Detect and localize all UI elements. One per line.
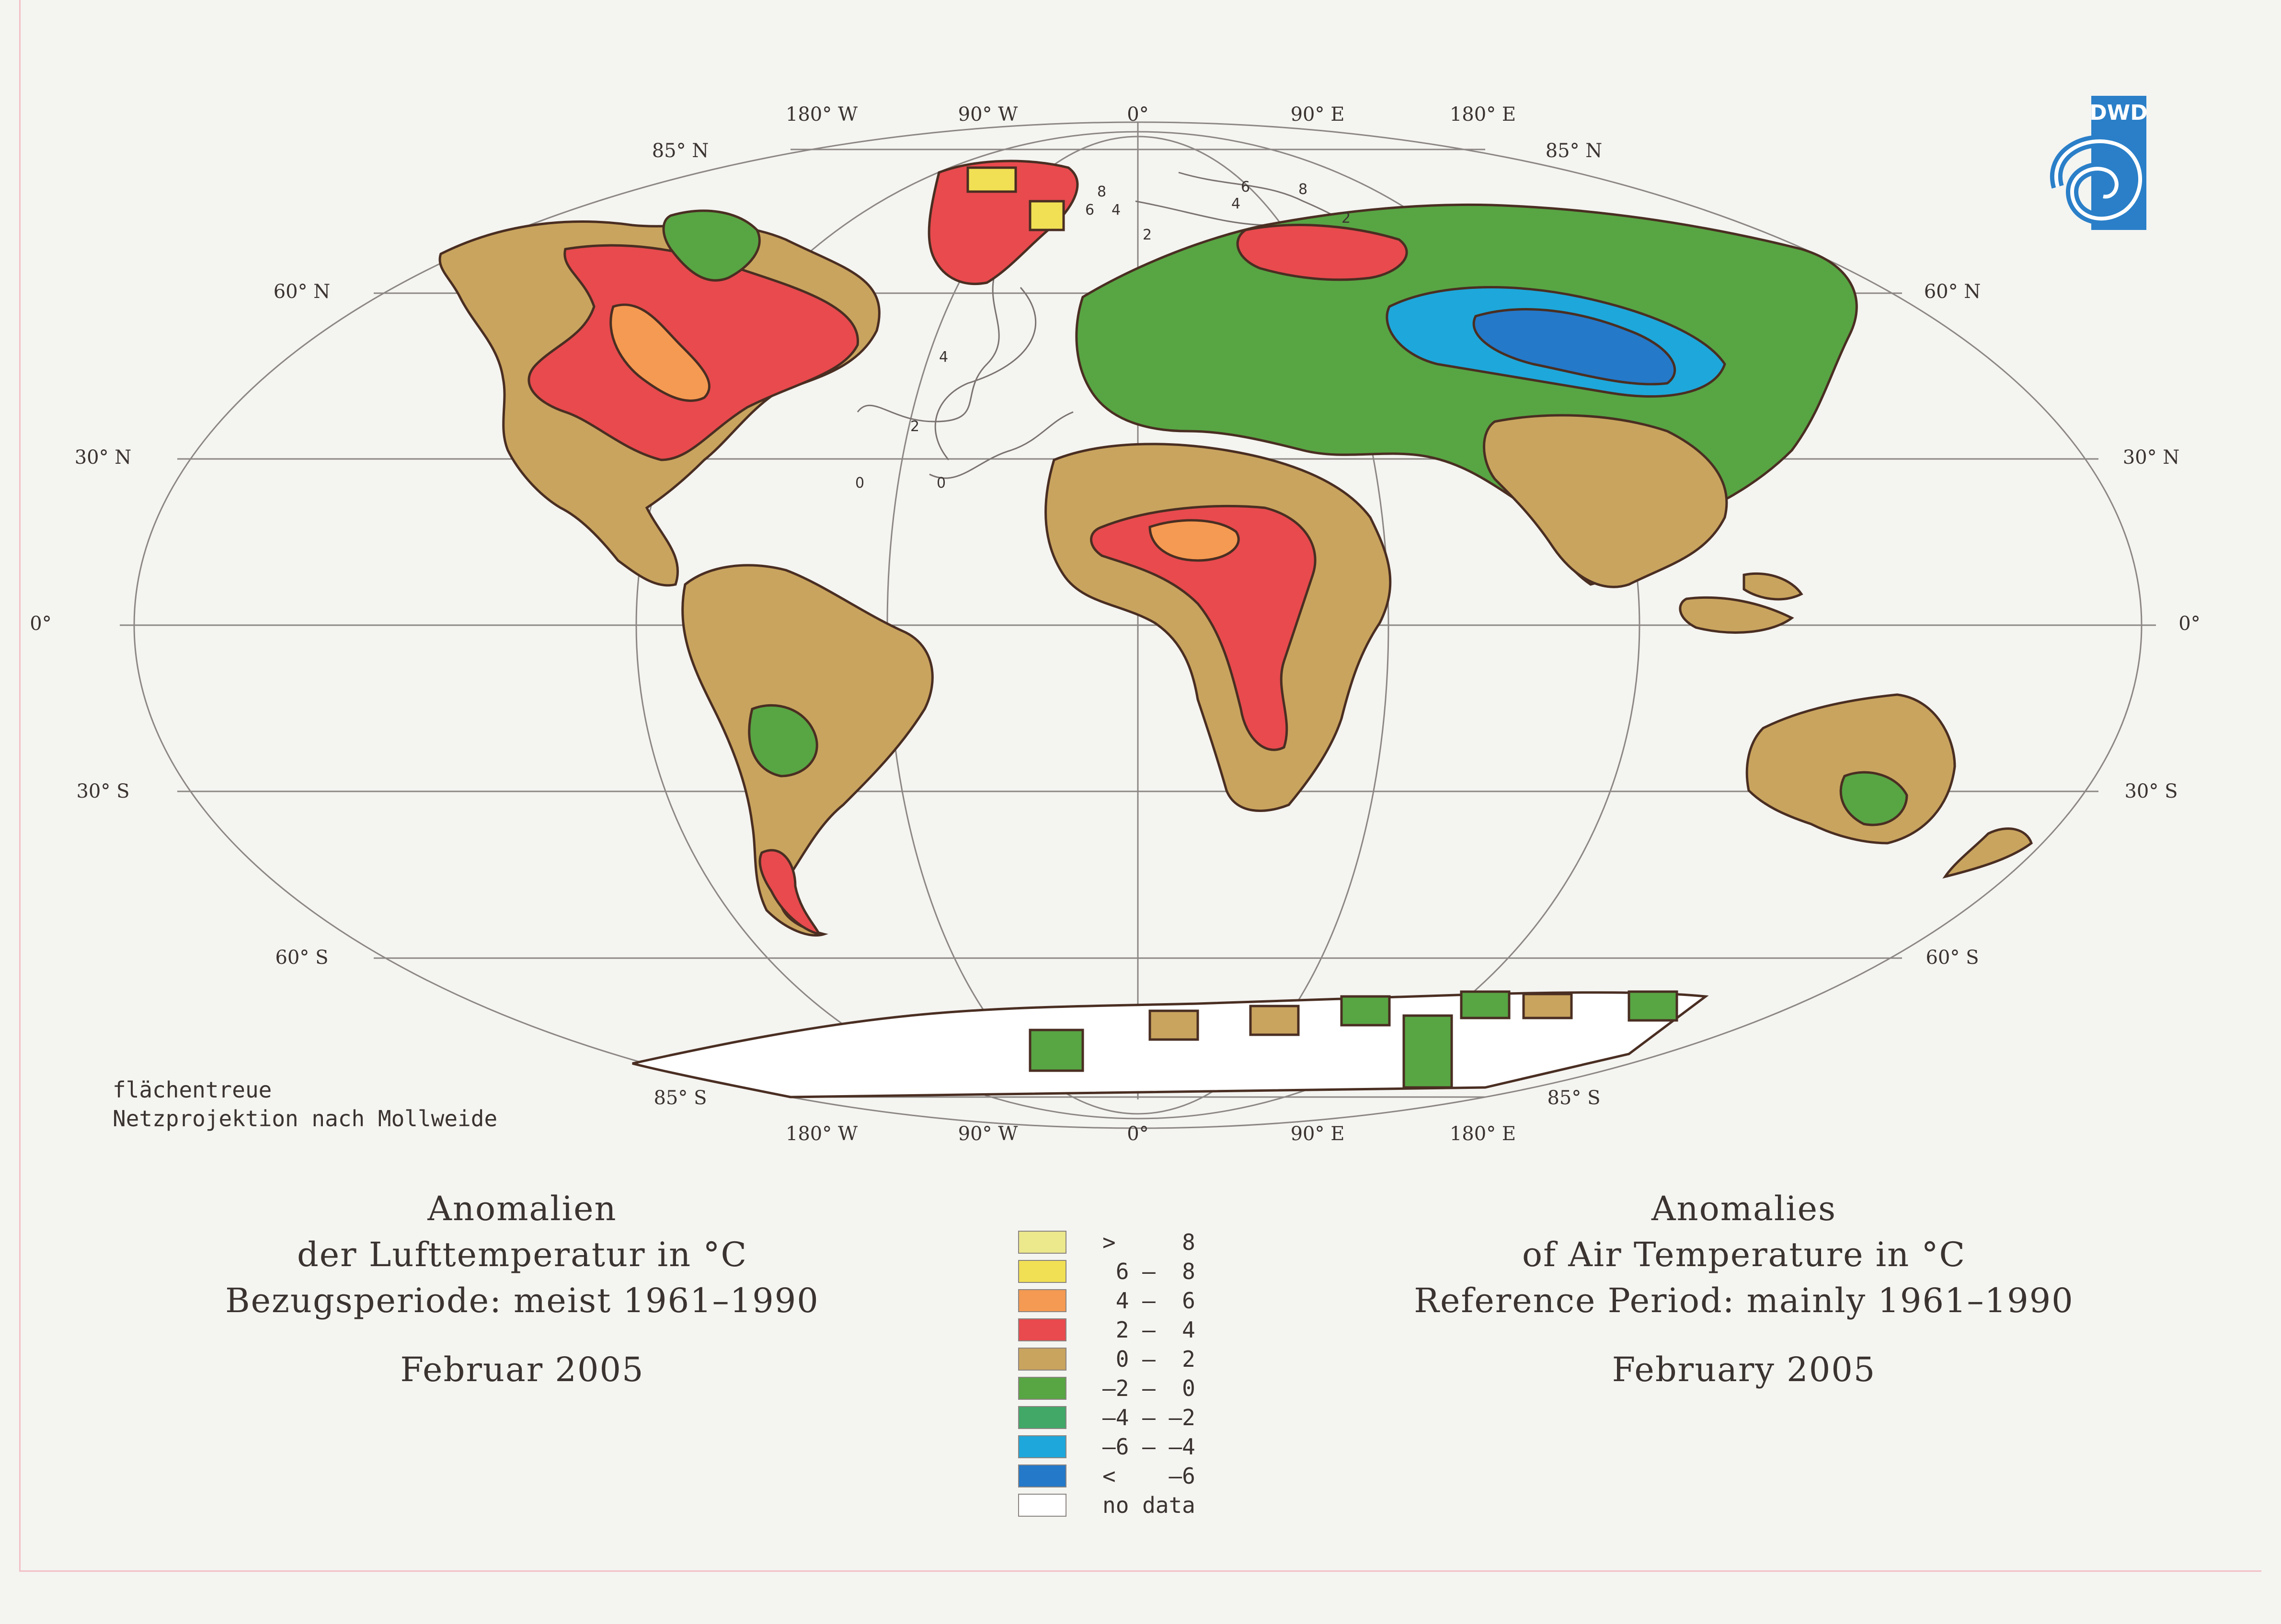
legend-label: 2 – 4	[1102, 1317, 1195, 1343]
lon-label-top-90e: 90° E	[1291, 103, 1345, 126]
legend-swatch	[1018, 1348, 1066, 1371]
lon-label-bottom-90w: 90° W	[958, 1123, 1018, 1145]
siberia-coldest	[1472, 308, 1676, 386]
legend-swatch	[1018, 1494, 1066, 1517]
lon-label-bottom-180w: 180° W	[786, 1123, 858, 1145]
legend-label: 4 – 6	[1102, 1288, 1195, 1314]
lon-label-bottom-180e: 180° E	[1450, 1123, 1516, 1145]
contour-label: 6	[1241, 179, 1250, 195]
lat-label-right-60n: 60° N	[1924, 281, 1981, 303]
title-german-line1: Anomalien	[427, 1189, 617, 1228]
legend-label: –4 – –2	[1102, 1405, 1195, 1430]
contour-label: 4	[939, 349, 948, 366]
lon-label-top-180w: 180° W	[786, 103, 858, 126]
legend-label: > 8	[1102, 1229, 1195, 1255]
legend-label: no data	[1102, 1492, 1195, 1518]
legend-swatch	[1018, 1406, 1066, 1429]
lat-label-left-30n: 30° N	[75, 446, 132, 469]
legend-swatch	[1018, 1231, 1066, 1254]
patagonia-warm	[758, 849, 822, 936]
lon-label-bottom-90e: 90° E	[1291, 1123, 1345, 1145]
contour-label: 6	[1085, 202, 1094, 218]
lat-label-right-30n: 30° N	[2123, 446, 2180, 469]
title-german-line3: Bezugsperiode: meist 1961–1990	[225, 1281, 819, 1320]
lat-label-right-30s: 30° S	[2124, 780, 2178, 802]
greenland-warm	[966, 166, 1065, 231]
australia-cool	[1839, 771, 1908, 826]
projection-note-line1: flächentreue	[113, 1077, 272, 1103]
lat-label-right-60s: 60° S	[1926, 947, 1979, 969]
legend-label: –2 – 0	[1102, 1375, 1195, 1401]
legend-swatch	[1018, 1289, 1066, 1312]
lon-label-top-180e: 180° E	[1450, 103, 1516, 126]
new-zealand	[1942, 827, 2033, 879]
contour-label: 0	[855, 475, 864, 492]
legend-label: < –6	[1102, 1463, 1195, 1489]
australia	[1745, 693, 1956, 845]
indonesia	[1679, 572, 1803, 634]
antarctica-neutral	[1148, 993, 1573, 1041]
contour-label: 8	[1097, 183, 1106, 200]
lon-label-bottom-0: 0°	[1127, 1123, 1148, 1145]
legend-swatch	[1018, 1260, 1066, 1283]
contour-label: 2	[1341, 210, 1351, 227]
contour-label: 0	[937, 475, 946, 492]
contour-label: 8	[1298, 181, 1307, 198]
title-german-line2: der Lufttemperatur in °C	[297, 1235, 748, 1274]
contour-label: 4	[1231, 195, 1240, 212]
title-german-date: Februar 2005	[400, 1350, 644, 1389]
legend-label: 0 – 2	[1102, 1346, 1195, 1372]
north-america-warm	[527, 244, 859, 461]
title-english-line2: of Air Temperature in °C	[1522, 1235, 1966, 1274]
title-english: Anomalies of Air Temperature in °C Refer…	[1370, 1186, 2118, 1393]
south-america-cool	[748, 704, 818, 778]
graticule-labels: 180° W 90° W 0° 90° E 180° E 180° W 90° …	[30, 103, 2200, 1145]
lon-label-top-0: 0°	[1127, 103, 1148, 126]
title-english-line3: Reference Period: mainly 1961–1990	[1414, 1281, 2074, 1320]
africa-hot	[1148, 519, 1240, 562]
legend-swatch	[1018, 1435, 1066, 1458]
arctic-warm	[1236, 224, 1408, 281]
legend-swatch	[1018, 1377, 1066, 1400]
landmass-layer	[438, 160, 2033, 1098]
africa-warm	[1090, 504, 1317, 751]
north-america-cool	[662, 209, 761, 282]
contour-labels: 8 6 4 2 4 6 8 2 0 0 4 2	[855, 179, 1351, 492]
lat-label-left-85n: 85° N	[652, 140, 709, 162]
title-english-line1: Anomalies	[1651, 1189, 1836, 1228]
page-border-left	[19, 0, 21, 1571]
antarctica-cool	[1029, 990, 1678, 1089]
lat-label-right-85s: 85° S	[1547, 1087, 1600, 1109]
lat-label-left-85s: 85° S	[653, 1087, 707, 1109]
projection-note-line2: Netzprojektion nach Mollweide	[113, 1106, 498, 1132]
greenland	[928, 160, 1079, 286]
contour-label: 2	[910, 418, 919, 435]
dwd-logo: DWD	[2043, 96, 2154, 235]
legend-label: 6 – 8	[1102, 1258, 1195, 1284]
asia-neutral	[1483, 414, 1728, 588]
lat-label-left-60s: 60° S	[275, 947, 328, 969]
north-america-hot	[609, 303, 711, 402]
lat-label-left-0: 0°	[30, 613, 51, 635]
lat-label-right-85n: 85° N	[1546, 140, 1603, 162]
legend-label: –6 – –4	[1102, 1434, 1195, 1460]
logo-text: DWD	[2089, 101, 2148, 125]
lat-label-left-60n: 60° N	[274, 281, 331, 303]
page-border-bottom	[19, 1570, 2261, 1572]
lat-label-left-30s: 30° S	[76, 780, 129, 802]
title-german: Anomalien der Lufttemperatur in °C Bezug…	[144, 1186, 901, 1393]
lat-label-right-0: 0°	[2178, 613, 2200, 635]
contour-label: 4	[1112, 202, 1121, 218]
legend-swatch	[1018, 1464, 1066, 1487]
projection-note: flächentreue Netzprojektion nach Mollwei…	[113, 1075, 497, 1133]
contour-label: 2	[1143, 227, 1152, 243]
legend-swatch	[1018, 1318, 1066, 1341]
title-english-date: February 2005	[1612, 1350, 1876, 1389]
lon-label-top-90w: 90° W	[958, 103, 1018, 126]
dwd-logo-mark: DWD	[2050, 96, 2148, 230]
